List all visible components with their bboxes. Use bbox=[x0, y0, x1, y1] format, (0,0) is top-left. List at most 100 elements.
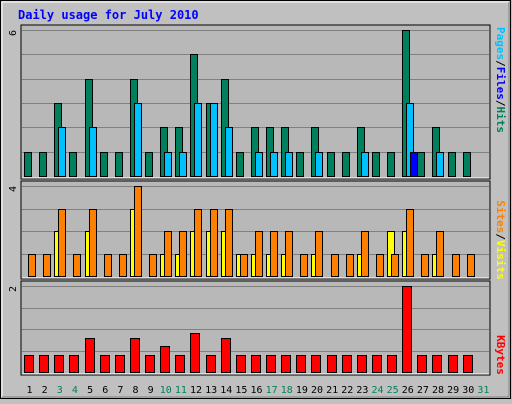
bar-hits-day-9 bbox=[145, 152, 153, 177]
bar-files-day-14 bbox=[225, 127, 233, 177]
bar-kbytes-day-21 bbox=[327, 355, 337, 373]
bar-sites-day-27 bbox=[421, 254, 429, 277]
bar-hits-day-15 bbox=[236, 152, 244, 177]
bar-kbytes-day-14 bbox=[221, 338, 231, 373]
bar-kbytes-day-5 bbox=[85, 338, 95, 373]
day-label-21: 21 bbox=[326, 385, 338, 396]
bar-files-day-23 bbox=[361, 152, 369, 177]
panel-visits-sites: 4 bbox=[8, 180, 491, 280]
bar-kbytes-day-24 bbox=[372, 355, 382, 373]
day-label-29: 29 bbox=[447, 385, 459, 396]
legend-sites: Sites bbox=[494, 200, 507, 233]
y-max-label: 4 bbox=[8, 186, 19, 192]
day-label-30: 30 bbox=[462, 385, 474, 396]
bar-kbytes-day-25 bbox=[387, 355, 397, 373]
legend-pages: Pages bbox=[494, 27, 507, 60]
bar-sites-day-3 bbox=[58, 209, 66, 277]
bar-hits-day-29 bbox=[448, 152, 456, 177]
bar-sites-day-4 bbox=[73, 254, 81, 277]
bar-hits-day-2 bbox=[39, 152, 47, 177]
bar-kbytes-day-12 bbox=[190, 333, 200, 373]
bar-hits-day-19 bbox=[296, 152, 304, 177]
bar-kbytes-day-8 bbox=[130, 338, 140, 373]
bar-sites-day-30 bbox=[467, 254, 475, 277]
bar-kbytes-day-18 bbox=[281, 355, 291, 373]
bar-sites-day-6 bbox=[104, 254, 112, 277]
bar-sites-day-22 bbox=[346, 254, 354, 277]
day-label-22: 22 bbox=[341, 385, 353, 396]
bar-sites-day-15 bbox=[240, 254, 248, 277]
bar-sites-day-19 bbox=[300, 254, 308, 277]
bar-sites-day-21 bbox=[331, 254, 339, 277]
day-label-4: 4 bbox=[72, 385, 78, 396]
bar-sites-day-10 bbox=[164, 231, 172, 277]
day-label-14: 14 bbox=[220, 385, 232, 396]
bar-kbytes-day-4 bbox=[69, 355, 79, 373]
bar-kbytes-day-27 bbox=[417, 355, 427, 373]
bar-kbytes-day-16 bbox=[251, 355, 261, 373]
bar-kbytes-day-20 bbox=[311, 355, 321, 373]
day-label-3: 3 bbox=[57, 385, 63, 396]
bar-kbytes-day-11 bbox=[175, 355, 185, 373]
bar-kbytes-day-10 bbox=[160, 346, 170, 373]
bar-hits-day-27 bbox=[417, 152, 425, 177]
day-label-15: 15 bbox=[235, 385, 247, 396]
day-label-28: 28 bbox=[432, 385, 444, 396]
panels: 6 4 2 bbox=[8, 24, 491, 376]
bar-kbytes-day-15 bbox=[236, 355, 246, 373]
day-label-11: 11 bbox=[175, 385, 187, 396]
day-label-23: 23 bbox=[356, 385, 368, 396]
bar-hits-day-30 bbox=[463, 152, 471, 177]
bar-files-day-10 bbox=[164, 152, 172, 177]
legend-sep: / bbox=[494, 100, 507, 107]
day-label-18: 18 bbox=[281, 385, 293, 396]
day-label-25: 25 bbox=[387, 385, 399, 396]
bar-sites-day-26 bbox=[406, 209, 414, 277]
bar-kbytes-day-30 bbox=[463, 355, 473, 373]
day-label-10: 10 bbox=[160, 385, 172, 396]
bar-sites-day-28 bbox=[436, 231, 444, 277]
chart-title: Daily usage for July 2010 bbox=[18, 8, 199, 22]
bar-kbytes-day-28 bbox=[432, 355, 442, 373]
bar-kbytes-day-1 bbox=[24, 355, 34, 373]
bar-hits-day-24 bbox=[372, 152, 380, 177]
bar-files-day-13 bbox=[210, 103, 218, 177]
bar-files-day-17 bbox=[270, 152, 278, 177]
bar-files-day-20 bbox=[315, 152, 323, 177]
day-label-24: 24 bbox=[372, 385, 384, 396]
bar-files-day-12 bbox=[194, 103, 202, 177]
bar-sites-day-24 bbox=[376, 254, 384, 277]
bar-sites-day-11 bbox=[179, 231, 187, 277]
day-label-2: 2 bbox=[42, 385, 48, 396]
bar-kbytes-day-13 bbox=[206, 355, 216, 373]
legend-sep: / bbox=[494, 60, 507, 67]
bar-hits-day-7 bbox=[115, 152, 123, 177]
day-label-20: 20 bbox=[311, 385, 323, 396]
legend-files: Files bbox=[494, 67, 507, 100]
bar-files-day-11 bbox=[179, 152, 187, 177]
day-label-1: 1 bbox=[27, 385, 33, 396]
day-label-17: 17 bbox=[266, 385, 278, 396]
bar-kbytes-day-9 bbox=[145, 355, 155, 373]
bar-kbytes-day-29 bbox=[448, 355, 458, 373]
bar-sites-day-2 bbox=[43, 254, 51, 277]
legend-visits: Visits bbox=[494, 240, 507, 280]
bar-kbytes-day-19 bbox=[296, 355, 306, 373]
bar-sites-day-18 bbox=[285, 231, 293, 277]
bar-kbytes-day-3 bbox=[54, 355, 64, 373]
bar-sites-day-16 bbox=[255, 231, 263, 277]
bar-pages-day-26 bbox=[410, 152, 418, 177]
bar-kbytes-day-22 bbox=[342, 355, 352, 373]
bar-files-day-28 bbox=[436, 152, 444, 177]
day-label-16: 16 bbox=[250, 385, 262, 396]
bar-kbytes-day-17 bbox=[266, 355, 276, 373]
day-label-12: 12 bbox=[190, 385, 202, 396]
y-max-label: 6 bbox=[8, 30, 19, 36]
bar-sites-day-9 bbox=[149, 254, 157, 277]
bar-files-day-3 bbox=[58, 127, 66, 177]
day-label-19: 19 bbox=[296, 385, 308, 396]
bar-sites-day-7 bbox=[119, 254, 127, 277]
panel-kbytes: 2 bbox=[8, 280, 491, 376]
